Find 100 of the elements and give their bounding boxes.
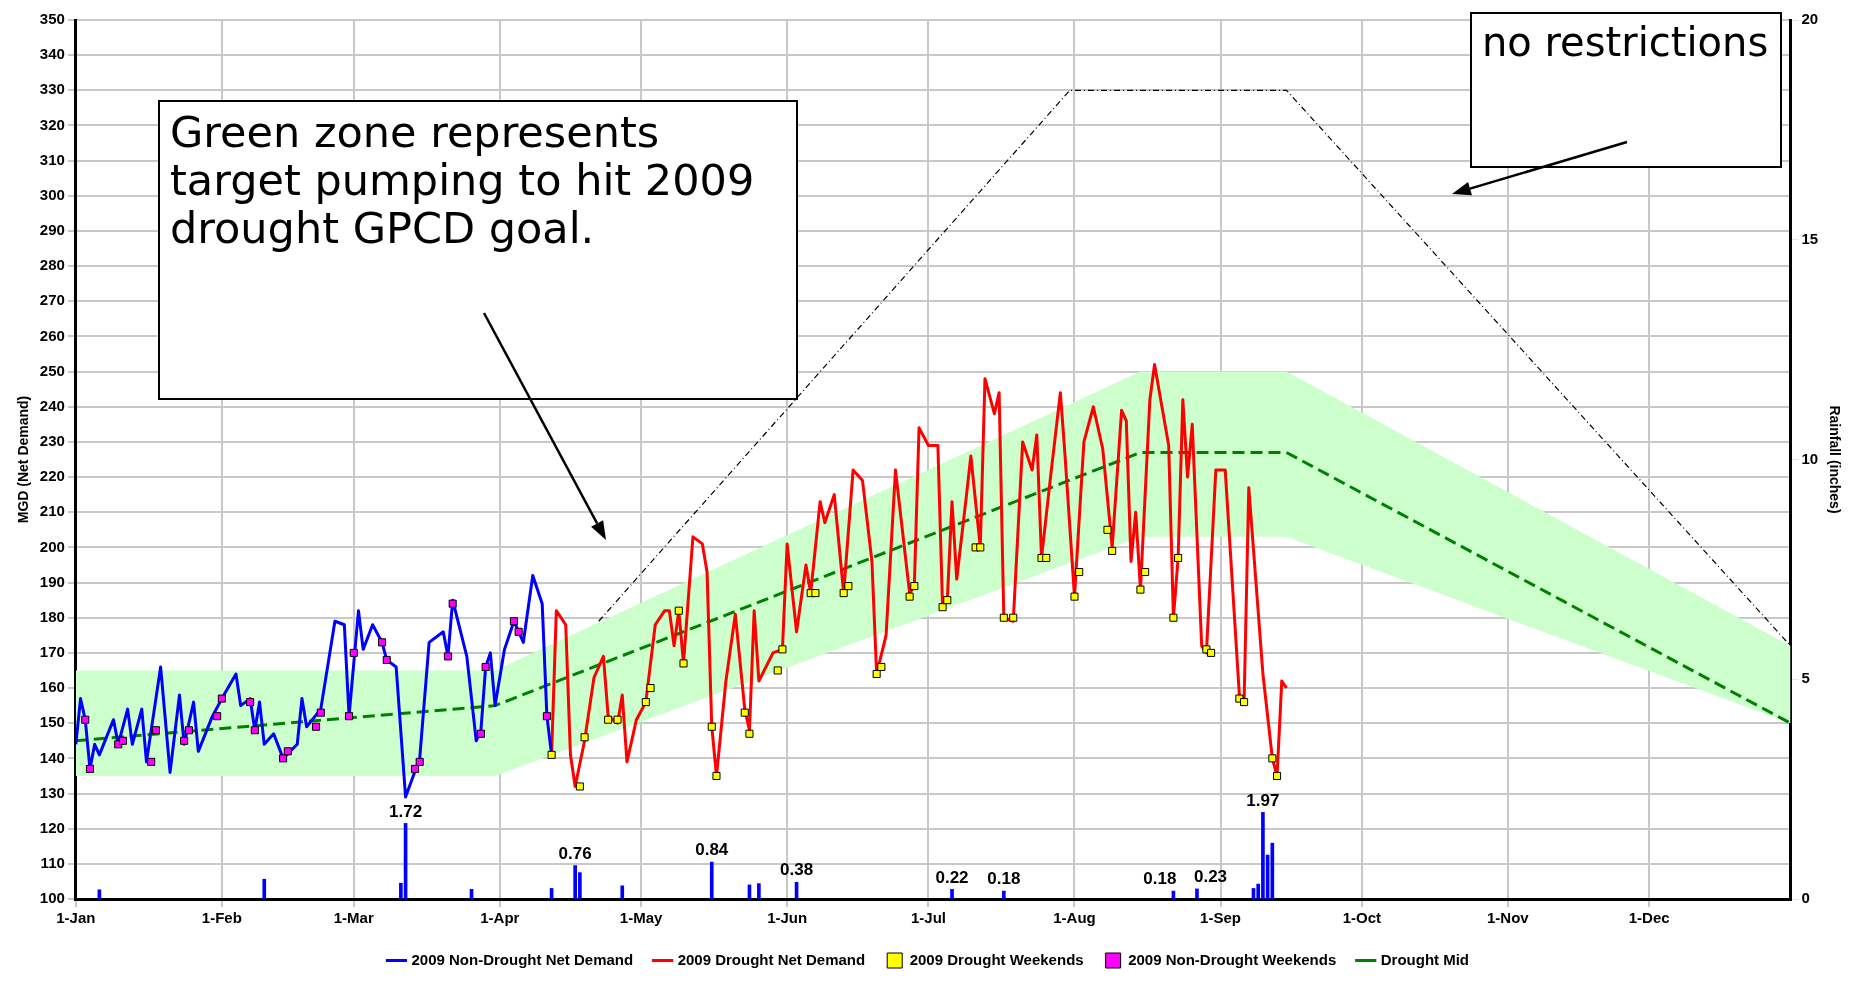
point [1070, 592, 1079, 601]
bar [709, 861, 714, 899]
data-label: 0.38 [780, 860, 814, 880]
point [999, 613, 1008, 622]
x-tick-label: 1-Oct [1342, 909, 1382, 927]
y-tick-label: 300 [39, 185, 65, 203]
point [641, 698, 650, 707]
y-tick-label: 250 [39, 361, 65, 379]
point [1273, 771, 1282, 780]
point [1240, 698, 1249, 707]
point [1075, 567, 1084, 577]
y-tick-label: 350 [39, 10, 65, 28]
point [943, 596, 952, 605]
y2-tick-label: 5 [1801, 669, 1810, 687]
y-tick-label: 330 [39, 80, 65, 98]
y-tick-label: 140 [39, 748, 65, 766]
bar [1002, 890, 1006, 899]
y-axis-title: MGD (Net Demand) [15, 395, 32, 524]
point [1103, 525, 1112, 534]
point [745, 729, 754, 738]
callout-box: no restrictions [1470, 12, 1782, 168]
callout-box: Green zone represents target pumping to hit 2009 drought GPCD goal. [158, 100, 798, 400]
point [976, 543, 985, 552]
bar [620, 885, 625, 899]
point [712, 771, 721, 780]
y-tick-label: 130 [39, 783, 65, 801]
point [443, 652, 453, 661]
point [905, 592, 914, 601]
point [575, 782, 584, 791]
y-tick-label: 160 [39, 678, 65, 696]
legend-label: Drought Mid [1380, 950, 1470, 968]
point [481, 662, 490, 671]
y2-axis-title: Rainfall (inches) [1826, 405, 1843, 514]
point [839, 589, 848, 598]
y-tick-label: 280 [39, 256, 65, 274]
data-label: 0.23 [1193, 867, 1228, 887]
y2-tick-label: 15 [1801, 229, 1819, 247]
x-tick-label: 1-May [619, 909, 664, 927]
point [382, 655, 391, 664]
point [1207, 648, 1216, 657]
y-tick-label: 190 [39, 572, 65, 590]
legend-label: 2009 Drought Weekends [909, 950, 1084, 968]
y-tick-label: 310 [39, 150, 65, 168]
point [872, 669, 881, 679]
data-label: 1.97 [1246, 790, 1280, 810]
point [547, 750, 556, 759]
data-label: 0.76 [558, 843, 592, 863]
bar [757, 883, 761, 899]
point [844, 582, 853, 591]
data-label: 1.72 [389, 801, 423, 821]
data-label: 0.18 [987, 869, 1021, 889]
point [604, 715, 613, 724]
y-tick-label: 290 [39, 221, 65, 239]
y-tick-label: 200 [39, 537, 65, 555]
x-tick-label: 1-Feb [201, 909, 242, 927]
point [1108, 546, 1117, 555]
x-tick-label: 1-Mar [333, 909, 374, 927]
legend-label: 2009 Drought Net Demand [677, 950, 866, 968]
x-tick-label: 1-Jan [56, 909, 96, 927]
data-label: 0.22 [935, 867, 969, 887]
x-tick-label: 1-Dec [1628, 909, 1670, 927]
point [514, 627, 523, 636]
point [542, 712, 551, 721]
point [740, 708, 749, 717]
y2-tick-label: 10 [1801, 449, 1819, 467]
point [1136, 585, 1145, 594]
x-tick-label: 1-Nov [1487, 909, 1530, 927]
y2-tick-label: 20 [1801, 10, 1819, 28]
y-tick-label: 270 [39, 291, 65, 309]
x-tick-label: 1-Jul [910, 909, 946, 927]
point [938, 603, 947, 612]
point [476, 729, 485, 738]
bar [950, 889, 954, 899]
point [613, 715, 622, 724]
y-tick-label: 320 [39, 115, 65, 133]
point [646, 684, 655, 693]
point [1042, 553, 1051, 562]
x-tick-label: 1-Aug [1053, 909, 1096, 927]
data-label: 0.84 [695, 840, 729, 860]
y-tick-label: 180 [39, 607, 65, 625]
y-tick-label: 240 [39, 396, 65, 414]
point [1141, 567, 1150, 577]
point [674, 606, 683, 615]
y-tick-label: 150 [39, 713, 65, 731]
point [448, 599, 457, 608]
y-tick-label: 340 [39, 45, 65, 63]
point [679, 659, 688, 668]
data-label: 0.18 [1143, 869, 1177, 889]
x-tick-label: 1-Apr [480, 909, 520, 927]
point [580, 733, 589, 742]
legend-label: 2009 Non-Drought Weekends [1128, 950, 1337, 968]
point [349, 648, 358, 657]
point [1169, 613, 1178, 622]
y-tick-label: 170 [39, 643, 65, 661]
point [410, 764, 420, 773]
point [877, 662, 886, 671]
point [509, 617, 518, 626]
point [1268, 754, 1277, 763]
point [811, 589, 820, 598]
y-tick-label: 100 [39, 889, 65, 907]
